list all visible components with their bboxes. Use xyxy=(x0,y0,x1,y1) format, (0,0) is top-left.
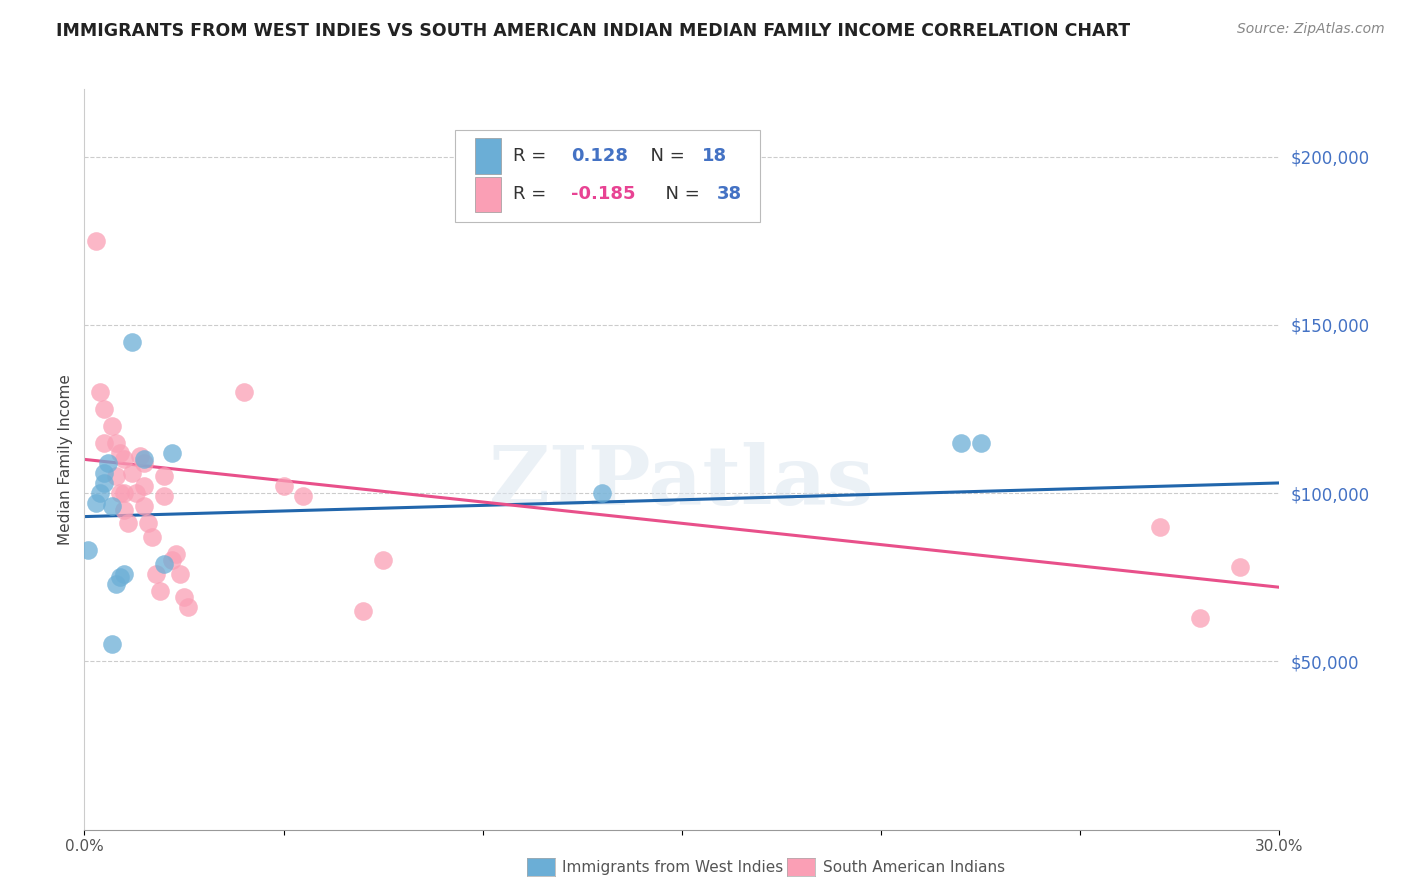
Text: N =: N = xyxy=(654,186,706,203)
Point xyxy=(105,469,128,483)
Point xyxy=(93,401,115,416)
Point xyxy=(153,489,176,503)
Text: Immigrants from West Indies: Immigrants from West Indies xyxy=(562,861,783,875)
Y-axis label: Median Family Income: Median Family Income xyxy=(58,374,73,545)
Text: ZIPatlas: ZIPatlas xyxy=(489,442,875,522)
Point xyxy=(153,469,176,483)
Point xyxy=(173,591,195,605)
Point xyxy=(591,486,613,500)
Point xyxy=(105,435,128,450)
Text: -0.185: -0.185 xyxy=(571,186,636,203)
Point xyxy=(86,496,108,510)
Point xyxy=(1149,519,1171,533)
Point xyxy=(112,452,135,467)
Point xyxy=(117,516,139,531)
Text: South American Indians: South American Indians xyxy=(823,861,1005,875)
Point xyxy=(373,553,395,567)
Text: N =: N = xyxy=(638,147,690,165)
Point xyxy=(110,445,132,459)
Point xyxy=(145,566,167,581)
Point xyxy=(89,486,111,500)
Point xyxy=(86,234,108,248)
Point xyxy=(77,543,100,558)
Point xyxy=(121,334,143,349)
Point xyxy=(101,500,124,514)
Point xyxy=(101,418,124,433)
FancyBboxPatch shape xyxy=(475,138,502,174)
Point xyxy=(136,516,159,531)
Point xyxy=(93,466,115,480)
Point xyxy=(132,479,156,493)
Point xyxy=(165,547,187,561)
Text: Source: ZipAtlas.com: Source: ZipAtlas.com xyxy=(1237,22,1385,37)
Point xyxy=(129,449,152,463)
Text: R =: R = xyxy=(513,147,553,165)
Point xyxy=(153,557,176,571)
Point xyxy=(160,445,183,459)
Text: IMMIGRANTS FROM WEST INDIES VS SOUTH AMERICAN INDIAN MEDIAN FAMILY INCOME CORREL: IMMIGRANTS FROM WEST INDIES VS SOUTH AME… xyxy=(56,22,1130,40)
Point xyxy=(169,566,191,581)
Point xyxy=(292,489,315,503)
Point xyxy=(97,456,120,470)
Point xyxy=(89,385,111,400)
FancyBboxPatch shape xyxy=(456,130,759,222)
Point xyxy=(93,435,115,450)
Point xyxy=(112,566,135,581)
Point xyxy=(949,435,972,450)
Point xyxy=(101,637,124,651)
Point xyxy=(121,466,143,480)
Point xyxy=(970,435,993,450)
Point xyxy=(132,456,156,470)
Point xyxy=(125,486,148,500)
Point xyxy=(232,385,254,400)
Point xyxy=(105,577,128,591)
Text: 18: 18 xyxy=(702,147,727,165)
Point xyxy=(93,475,115,490)
Point xyxy=(352,604,374,618)
Point xyxy=(1188,610,1211,624)
Point xyxy=(141,530,163,544)
Point xyxy=(160,553,183,567)
Point xyxy=(112,486,135,500)
Point xyxy=(177,600,200,615)
Point xyxy=(110,570,132,584)
Point xyxy=(132,500,156,514)
Point xyxy=(132,452,156,467)
Text: 0.128: 0.128 xyxy=(571,147,627,165)
Point xyxy=(110,486,132,500)
Text: 38: 38 xyxy=(717,186,742,203)
FancyBboxPatch shape xyxy=(475,177,502,212)
Point xyxy=(1229,560,1251,574)
Text: R =: R = xyxy=(513,186,553,203)
Point xyxy=(149,583,172,598)
Point xyxy=(273,479,295,493)
Point xyxy=(112,503,135,517)
